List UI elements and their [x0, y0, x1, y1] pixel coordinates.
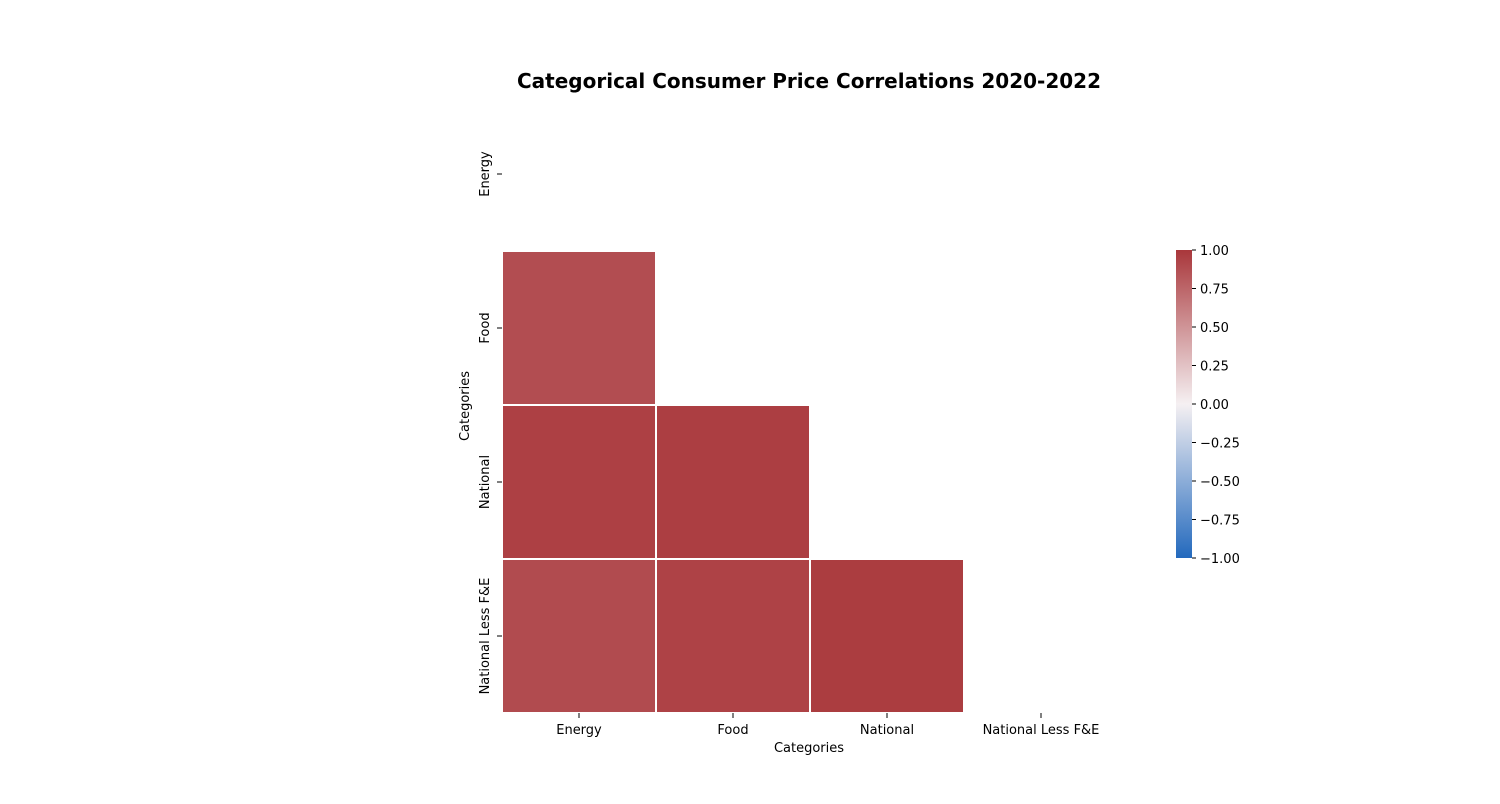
- colorbar-tick-label: 0.75: [1200, 283, 1229, 298]
- heatmap-cells: [503, 252, 963, 712]
- y-tick-label: National: [478, 455, 493, 509]
- y-tick-label: Energy: [478, 151, 493, 197]
- colorbar-tick-label: −0.75: [1200, 514, 1240, 529]
- colorbar-tick-label: −0.25: [1200, 437, 1240, 452]
- colorbar-tick-label: 0.00: [1200, 398, 1229, 413]
- colorbar-tick-label: −1.00: [1200, 552, 1240, 567]
- colorbar-gradient: [1176, 250, 1192, 558]
- colorbar-tick-label: 0.25: [1200, 360, 1229, 375]
- y-tick-label: National Less F&E: [478, 578, 493, 695]
- x-axis-label: Categories: [774, 741, 844, 756]
- heatmap-cell: [657, 406, 809, 558]
- y-axis-ticks: Energy Food National National Less F&E: [478, 151, 502, 694]
- colorbar-tick-label: 0.50: [1200, 321, 1229, 336]
- x-tick-label: National: [860, 723, 914, 738]
- colorbar-tick-label: −0.50: [1200, 475, 1240, 490]
- colorbar-ticks: −1.00 −0.75 −0.50 −0.25 0.00 0.25 0.50 0.75 1.00: [1192, 244, 1240, 567]
- y-tick-label: Food: [478, 312, 493, 343]
- chart-title: Categorical Consumer Price Correlations …: [517, 69, 1101, 93]
- heatmap-cell: [503, 406, 655, 558]
- y-axis-label: Categories: [458, 371, 473, 441]
- x-tick-label: National Less F&E: [983, 723, 1100, 738]
- heatmap-cell: [503, 252, 655, 404]
- heatmap-cell: [503, 560, 655, 712]
- x-tick-label: Energy: [556, 723, 602, 738]
- colorbar: −1.00 −0.75 −0.50 −0.25 0.00 0.25 0.50 0.75 1.00: [1176, 244, 1240, 567]
- heatmap-cell: [657, 560, 809, 712]
- x-tick-label: Food: [717, 723, 748, 738]
- x-axis-ticks: Energy Food National National Less F&E: [556, 713, 1099, 738]
- heatmap-cell: [811, 560, 963, 712]
- colorbar-tick-label: 1.00: [1200, 244, 1229, 259]
